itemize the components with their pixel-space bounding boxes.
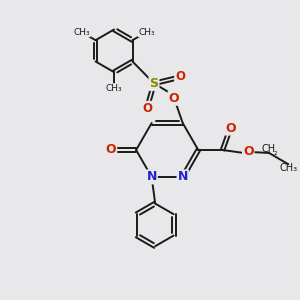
Text: N: N [146,170,157,183]
Text: CH: CH [262,144,276,154]
Text: CH₃: CH₃ [106,84,122,93]
Text: O: O [142,102,152,115]
Text: N: N [178,170,188,183]
Text: CH₃: CH₃ [138,28,155,37]
Text: O: O [106,143,116,157]
Text: O: O [175,70,185,83]
Text: S: S [149,77,158,90]
Text: ₂: ₂ [274,148,278,157]
Text: O: O [225,122,236,135]
Text: CH₃: CH₃ [279,163,297,173]
Text: CH₃: CH₃ [74,28,90,37]
Text: O: O [169,92,179,105]
Text: O: O [243,145,254,158]
